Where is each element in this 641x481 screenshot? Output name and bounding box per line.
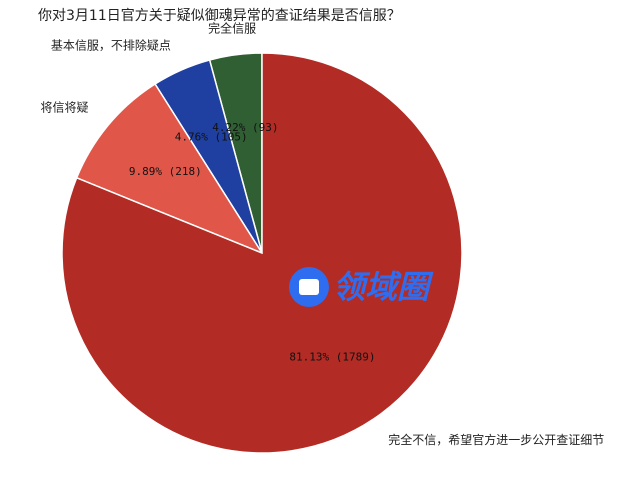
category-label: 完全不信，希望官方进一步公开查证细节 — [388, 432, 604, 447]
category-label: 将信将疑 — [41, 100, 89, 115]
value-label: 81.13% (1789) — [289, 351, 375, 364]
value-label: 9.89% (218) — [129, 165, 202, 178]
value-label: 4.76% (105) — [175, 131, 248, 144]
pie-slice — [75, 82, 264, 255]
pie-slice — [61, 52, 463, 454]
category-label: 基本信服，不排除疑点 — [51, 38, 171, 53]
watermark: 领域圈 — [289, 267, 434, 307]
watermark-text: 领域圈 — [333, 268, 434, 306]
chart-title: 你对3月11日官方关于疑似御魂异常的查证结果是否信服？ — [38, 8, 401, 24]
category-label: 完全信服 — [208, 20, 256, 35]
pie — [61, 52, 463, 454]
value-label: 4.22% (93) — [212, 121, 278, 134]
watermark-icon-inner — [299, 279, 319, 295]
